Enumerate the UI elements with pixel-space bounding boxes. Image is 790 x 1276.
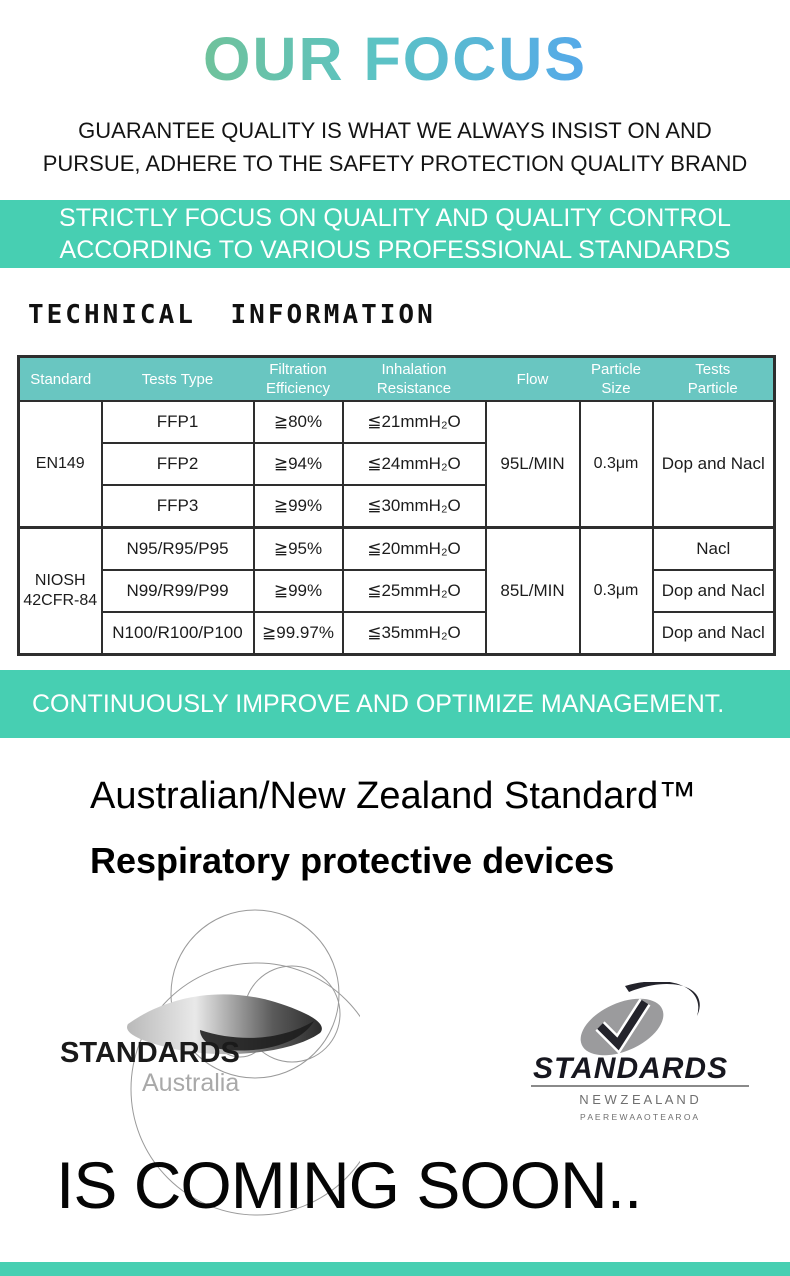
- cell-type: FFP1: [100, 400, 255, 444]
- header-standard: Standard: [18, 356, 102, 401]
- table-header-row: Standard Tests Type Filtration Efficienc…: [18, 356, 775, 401]
- technical-heading: TECHNICAL INFORMATION: [28, 300, 436, 330]
- cell-flow: 95L/MIN: [484, 400, 581, 529]
- cell-resistance: ≦24mmH₂O: [341, 442, 487, 486]
- page-title: OUR FOCUS: [203, 25, 587, 93]
- quality-banner: STRICTLY FOCUS ON QUALITY AND QUALITY CO…: [0, 200, 790, 268]
- nz-logo-region: N E W Z E A L A N D: [579, 1092, 698, 1107]
- cell-efficiency: ≧94%: [252, 442, 344, 486]
- cell-efficiency: ≧99.97%: [252, 611, 344, 656]
- table-row: NIOSH 42CFR-84 N95/R95/P95 ≧95% ≦20mmH₂O…: [17, 526, 776, 656]
- sa-logo-wordmark: STANDARDS: [60, 1037, 240, 1069]
- table-row: N99/R99/P99 ≧99% ≦25mmH₂O Dop and Nacl: [19, 569, 776, 613]
- page-title-wrap: OUR FOCUS: [0, 24, 790, 94]
- cell-resistance: ≦20mmH₂O: [341, 526, 487, 571]
- standards-nz-logo: STANDARDS N E W Z E A L A N D P A E R E …: [531, 982, 749, 1122]
- cell-type: FFP2: [100, 442, 255, 486]
- nz-logo-maori: P A E R E W A A O T E A R O A: [580, 1112, 698, 1122]
- cell-type: N99/R99/P99: [100, 569, 255, 613]
- header-tests-particle: Tests Particle: [652, 356, 775, 401]
- cell-particle-size: 0.3μm: [578, 526, 654, 656]
- cell-tests-particle: Nacl: [651, 526, 776, 571]
- table-row: FFP3 ≧99% ≦30mmH₂O: [19, 484, 775, 529]
- cell-resistance: ≦25mmH₂O: [341, 569, 487, 613]
- cell-resistance: ≦21mmH₂O: [341, 400, 487, 444]
- header-flow: Flow: [485, 356, 580, 401]
- cell-tests-particle: Dop and Nacl: [651, 569, 776, 613]
- cell-type: N100/R100/P100: [100, 611, 255, 656]
- ribbon-icon: [127, 994, 322, 1055]
- intro-line-1: GUARANTEE QUALITY IS WHAT WE ALWAYS INSI…: [78, 118, 712, 143]
- header-particle-size: Particle Size: [579, 356, 653, 401]
- technical-table-wrap: Standard Tests Type Filtration Efficienc…: [17, 355, 776, 656]
- cell-type: N95/R95/P95: [100, 526, 255, 571]
- cell-resistance: ≦30mmH₂O: [341, 484, 487, 529]
- technical-table: Standard Tests Type Filtration Efficienc…: [17, 355, 776, 656]
- table-row: N100/R100/P100 ≧99.97% ≦35mmH₂O Dop and …: [19, 611, 776, 656]
- table-row: EN149 FFP1 ≧80% ≦21mmH₂O 95L/MIN 0.3μm D…: [17, 400, 776, 529]
- footer-bar: [0, 1262, 790, 1276]
- management-banner: CONTINUOUSLY IMPROVE AND OPTIMIZE MANAGE…: [0, 670, 790, 738]
- cell-efficiency: ≧99%: [252, 484, 344, 529]
- header-filtration-efficiency: Filtration Efficiency: [253, 356, 343, 401]
- coming-soon-text: IS COMING SOON..: [56, 1148, 642, 1222]
- cell-standard-en149: EN149: [17, 400, 103, 529]
- cell-resistance: ≦35mmH₂O: [341, 611, 487, 656]
- nz-swoosh-icon: [625, 982, 700, 1016]
- respiratory-subtitle: Respiratory protective devices: [90, 840, 615, 881]
- cell-efficiency: ≧99%: [252, 569, 344, 613]
- quality-banner-line-1: STRICTLY FOCUS ON QUALITY AND QUALITY CO…: [59, 204, 731, 232]
- cell-tests-particle: Dop and Nacl: [651, 400, 776, 529]
- cell-tests-particle: Dop and Nacl: [651, 611, 776, 656]
- anz-standard-title: Australian/New Zealand Standard™: [90, 775, 697, 817]
- header-tests-type: Tests Type: [101, 356, 254, 401]
- table-row: FFP2 ≧94% ≦24mmH₂O: [19, 442, 775, 486]
- header-inhalation-resistance: Inhalation Resistance: [342, 356, 486, 401]
- sa-logo-region: Australia: [142, 1069, 239, 1097]
- cell-type: FFP3: [100, 484, 255, 529]
- intro-paragraph: GUARANTEE QUALITY IS WHAT WE ALWAYS INSI…: [0, 114, 790, 180]
- cell-particle-size: 0.3μm: [578, 400, 654, 529]
- nz-logo-wordmark: STANDARDS: [533, 1052, 728, 1085]
- cell-efficiency: ≧80%: [252, 400, 344, 444]
- cell-flow: 85L/MIN: [484, 526, 581, 656]
- quality-banner-line-2: ACCORDING TO VARIOUS PROFESSIONAL STANDA…: [59, 236, 731, 264]
- cell-standard-niosh: NIOSH 42CFR-84: [17, 526, 103, 656]
- cell-efficiency: ≧95%: [252, 526, 344, 571]
- standards-australia-logo: STANDARDS Australia: [60, 909, 360, 1216]
- nz-ellipse-check-icon: [580, 998, 664, 1056]
- intro-line-2: PURSUE, ADHERE TO THE SAFETY PROTECTION …: [42, 151, 748, 176]
